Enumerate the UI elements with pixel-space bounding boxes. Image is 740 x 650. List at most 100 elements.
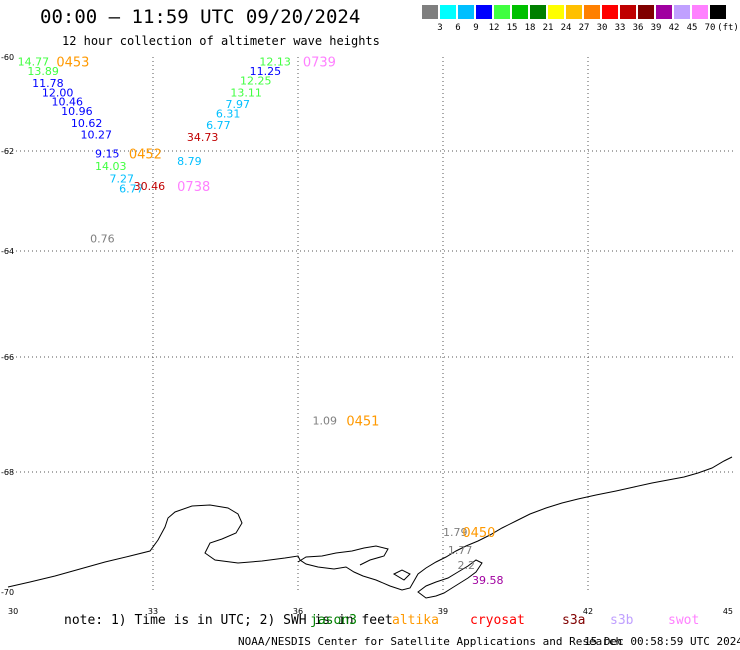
legend-swatch [458, 5, 475, 19]
swh-value: 12.13 [259, 56, 291, 69]
legend-tick: 33 [614, 23, 626, 33]
pass-time-labels: 0453 0739 0452 0738 0451 0450 [56, 56, 495, 541]
swh-value: 12.00 [42, 86, 73, 99]
satellite-s3a: s3a [562, 613, 586, 628]
swh-value: 7.97 [226, 98, 251, 111]
swh-value: 6.31 [216, 107, 241, 120]
legend-tick: 12 [488, 23, 500, 33]
legend-swatch [584, 5, 601, 19]
swh-value: 12.25 [240, 75, 272, 88]
legend-swatch [620, 5, 637, 19]
swh-value: 1.09 [313, 414, 338, 427]
latitude-labels: -60 -62 -64 -66 -68 -70 [1, 53, 14, 597]
swh-value-labels: 14.7713.8911.7812.0010.4610.9610.6210.27… [18, 56, 504, 587]
legend-swatch [566, 5, 583, 19]
satellite-swot: swot [668, 613, 700, 628]
map-title: 00:00 – 11:59 UTC 09/20/2024 [40, 6, 361, 28]
lon-tick-label: 39 [438, 607, 448, 616]
legend-tick: (ft) [717, 23, 739, 33]
lat-tick-label: -64 [1, 247, 14, 256]
coast-peninsula [417, 559, 483, 599]
legend-swatch [548, 5, 565, 19]
swh-value: 7.27 [110, 173, 135, 186]
pass-time: 0451 [346, 414, 379, 429]
credit-line: NOAA/NESDIS Center for Satellite Applica… [238, 635, 623, 648]
satellite-s3b: s3b [610, 613, 634, 628]
lat-tick-label: -60 [1, 53, 14, 62]
legend-swatch [710, 5, 727, 19]
legend-swatch [530, 5, 547, 19]
map-subtitle: 12 hour collection of altimeter wave hei… [62, 34, 380, 48]
lat-tick-label: -66 [1, 353, 14, 362]
pass-time: 0738 [177, 180, 210, 195]
swh-value: 14.03 [95, 160, 127, 173]
swh-value: 39.58 [472, 574, 504, 587]
lat-tick-label: -68 [1, 468, 14, 477]
satellite-jason3: jason3 [310, 613, 357, 628]
satellite-cryosat: cryosat [470, 613, 525, 628]
swh-value: 14.77 [18, 56, 49, 69]
legend-tick: 21 [542, 23, 554, 33]
legend-tick: 9 [473, 23, 479, 33]
footer-note: note: 1) Time is in UTC; 2) SWH is in fe… [64, 613, 393, 628]
legend-swatch [422, 5, 439, 19]
legend-tick: 30 [596, 23, 608, 33]
swh-value: 13.89 [27, 65, 59, 78]
coast-islet [392, 569, 411, 581]
legend-tick: 39 [650, 23, 662, 33]
swh-value: 2.2 [458, 559, 476, 572]
legend-swatch [476, 5, 493, 19]
lon-tick-label: 45 [723, 607, 733, 616]
legend-tick: 45 [686, 23, 698, 33]
legend-swatch [692, 5, 709, 19]
swh-value: 11.78 [32, 77, 64, 90]
swh-value: 1.77 [448, 544, 473, 557]
lon-tick-label: 36 [293, 607, 303, 616]
legend-tick: 36 [632, 23, 644, 33]
longitude-labels: 30 33 36 39 42 45 [8, 607, 733, 616]
legend-swatch [494, 5, 511, 19]
swh-value: 0.76 [90, 233, 115, 246]
swh-value: 10.27 [81, 129, 113, 142]
pass-time: 0452 [129, 148, 162, 163]
swh-value: 11.25 [250, 65, 282, 78]
legend-swatch [674, 5, 691, 19]
legend-tick: 18 [524, 23, 536, 33]
swh-value: 6.77 [206, 119, 231, 132]
pass-time: 0450 [462, 526, 495, 541]
satellite-altika: altika [392, 613, 439, 628]
swh-value: 10.46 [52, 96, 84, 109]
lon-tick-label: 30 [8, 607, 18, 616]
antarctic-coastline [7, 456, 733, 591]
swh-value: 9.15 [95, 148, 120, 161]
pass-time: 0739 [303, 56, 336, 71]
legend-tick: 70 [704, 23, 716, 33]
swh-value: 6.77 [119, 183, 143, 196]
lat-tick-label: -62 [1, 147, 14, 156]
grid-lines [8, 57, 733, 592]
legend-tick: 3 [437, 23, 443, 33]
swh-value: 8.79 [177, 155, 202, 168]
legend-tick: 27 [578, 23, 590, 33]
legend-tick: 6 [455, 23, 461, 33]
lon-tick-label: 42 [583, 607, 593, 616]
swh-value: 1.79 [443, 526, 468, 539]
legend-tick: 42 [668, 23, 680, 33]
swh-value: 34.73 [187, 131, 219, 144]
legend-tick: 24 [560, 23, 572, 33]
legend-swatch [512, 5, 529, 19]
legend-swatch [440, 5, 457, 19]
legend-swatch [638, 5, 655, 19]
swh-value: 10.96 [61, 105, 93, 118]
legend-tick: 15 [506, 23, 518, 33]
swh-value: 30.46 [134, 180, 166, 193]
swh-value: 13.11 [230, 86, 261, 99]
coast-inlet [297, 545, 389, 566]
swh-value: 10.62 [71, 117, 103, 130]
lon-tick-label: 33 [148, 607, 158, 616]
legend-swatch [656, 5, 673, 19]
pass-time: 0453 [56, 56, 89, 71]
legend-swatch [602, 5, 619, 19]
generated-timestamp: 15 Dec 00:58:59 UTC 2024 [584, 635, 740, 648]
